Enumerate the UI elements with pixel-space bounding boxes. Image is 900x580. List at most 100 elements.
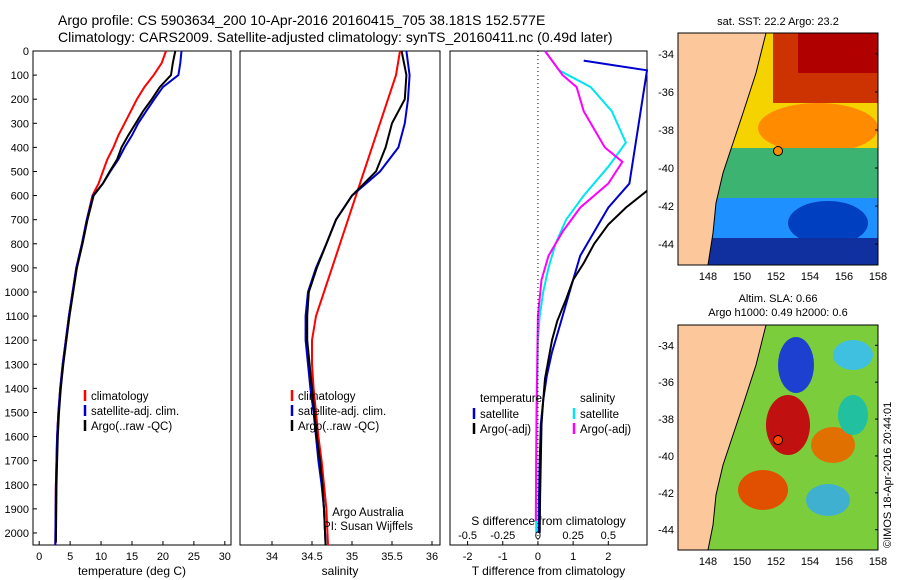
y-tick-label: 1100 bbox=[5, 311, 29, 323]
map-lon-label: 150 bbox=[733, 556, 751, 568]
sla-high-3 bbox=[738, 470, 788, 510]
series-line-climatology bbox=[311, 50, 401, 546]
map-lat-label: -34 bbox=[658, 340, 674, 352]
map-panel-sst bbox=[677, 32, 879, 266]
x-tick-label: 1 bbox=[570, 551, 576, 563]
x-tick-label: 34 bbox=[266, 551, 278, 563]
map-frame bbox=[677, 324, 879, 551]
x2-tick-label: 0.25 bbox=[562, 530, 583, 542]
y-tick-label: 1200 bbox=[5, 335, 29, 347]
sst-orange-region bbox=[758, 103, 878, 153]
map-lon-label: 158 bbox=[869, 271, 887, 283]
land-mass bbox=[678, 33, 767, 265]
x-tick-label: 2 bbox=[605, 551, 611, 563]
x2-tick-label: 0 bbox=[535, 530, 541, 542]
map-lat-label: -42 bbox=[658, 201, 674, 213]
x-axis-label: temperature (deg C) bbox=[78, 564, 186, 578]
legend-label: satellite-adj. clim. bbox=[91, 406, 179, 418]
legend-label: satellite bbox=[580, 409, 619, 421]
map-lat-label: -38 bbox=[658, 414, 674, 426]
map-lon-label: 154 bbox=[801, 271, 819, 283]
map-panel-sla bbox=[677, 324, 879, 551]
x-tick-label: 34.5 bbox=[301, 551, 322, 563]
map-lat-label: -36 bbox=[658, 87, 674, 99]
map-title-line1: Altim. SLA: 0.66 bbox=[739, 293, 818, 305]
legend-label: Argo(-adj) bbox=[580, 424, 631, 436]
sla-low-4 bbox=[838, 395, 868, 435]
y-tick-label: 1600 bbox=[5, 432, 29, 444]
x-tick-label: 35 bbox=[346, 551, 358, 563]
x-tick-label: 30 bbox=[219, 551, 231, 563]
map-lon-label: 156 bbox=[835, 556, 853, 568]
annotation-label: Argo Australia bbox=[332, 507, 404, 519]
sla-low-2 bbox=[833, 340, 873, 370]
x2-tick-label: 0.5 bbox=[601, 530, 616, 542]
x-tick-label: -2 bbox=[463, 551, 473, 563]
y-tick-label: 1300 bbox=[5, 359, 29, 371]
sst-eddy bbox=[788, 201, 868, 245]
sla-high-1 bbox=[766, 395, 810, 455]
credit-label: ©IMOS 18-Apr-2016 20:44:01 bbox=[882, 401, 894, 548]
series-line-argo-raw-qc- bbox=[54, 50, 177, 543]
x-tick-label: 25 bbox=[188, 551, 200, 563]
y-tick-label: 1000 bbox=[5, 287, 29, 299]
map-lon-label: 152 bbox=[767, 271, 785, 283]
map-title-line2: Argo h1000: 0.49 h2000: 0.6 bbox=[708, 307, 847, 319]
sla-high-2 bbox=[811, 427, 855, 463]
map-title: sat. SST: 22.2 Argo: 23.2 bbox=[717, 16, 839, 28]
y-tick-label: 2000 bbox=[5, 528, 29, 540]
y-tick-label: 300 bbox=[11, 118, 29, 130]
map-lat-label: -40 bbox=[658, 163, 674, 175]
x-tick-label: 0 bbox=[36, 551, 42, 563]
x-tick-label: 36 bbox=[426, 551, 438, 563]
map-content bbox=[678, 33, 878, 265]
map-frame bbox=[677, 32, 879, 266]
sla-low-1 bbox=[778, 337, 814, 393]
x2-tick-label: -0.5 bbox=[458, 530, 477, 542]
land-mass bbox=[678, 325, 767, 550]
y-tick-label: 100 bbox=[11, 70, 29, 82]
y-tick-label: 400 bbox=[11, 142, 29, 154]
series-line-argo-raw-qc- bbox=[306, 50, 408, 546]
series-line-s-argo-adj- bbox=[534, 50, 624, 521]
sla-low-3 bbox=[806, 484, 850, 516]
legend-label: climatology bbox=[91, 391, 149, 403]
y-tick-label: 1700 bbox=[5, 456, 29, 468]
y-tick-label: 900 bbox=[11, 263, 29, 275]
x2-axis-label: S difference from climatology bbox=[471, 514, 626, 528]
y-tick-label: 500 bbox=[11, 166, 29, 178]
map-lon-label: 148 bbox=[699, 556, 717, 568]
map-lon-label: 156 bbox=[835, 271, 853, 283]
x-tick-label: 35.5 bbox=[381, 551, 402, 563]
title-line-1: Argo profile: CS 5903634_200 10-Apr-2016… bbox=[58, 12, 546, 28]
legend-label: Argo(-adj) bbox=[480, 424, 531, 436]
plot-frame-temperature bbox=[32, 50, 232, 546]
x-tick-label: 20 bbox=[157, 551, 169, 563]
x-tick-label: 0 bbox=[535, 551, 541, 563]
y-tick-label: 1900 bbox=[5, 504, 29, 516]
map-lat-label: -38 bbox=[658, 125, 674, 137]
plot-frame-salinity bbox=[239, 50, 441, 546]
x-tick-label: 10 bbox=[95, 551, 107, 563]
x-tick-label: 15 bbox=[126, 551, 138, 563]
x-tick-label: 5 bbox=[67, 551, 73, 563]
title-line-2: Climatology: CARS2009. Satellite-adjuste… bbox=[58, 29, 613, 45]
map-lat-label: -44 bbox=[658, 239, 674, 251]
y-tick-label: 700 bbox=[11, 215, 29, 227]
legend-label: Argo(..raw -QC) bbox=[298, 421, 379, 433]
map-lat-label: -42 bbox=[658, 488, 674, 500]
map-lon-label: 154 bbox=[801, 556, 819, 568]
argo-position-marker bbox=[773, 146, 783, 156]
map-lon-label: 158 bbox=[869, 556, 887, 568]
y-tick-label: 1800 bbox=[5, 480, 29, 492]
y-tick-label: 600 bbox=[11, 191, 29, 203]
y-tick-label: 800 bbox=[11, 239, 29, 251]
x-tick-label: -1 bbox=[498, 551, 508, 563]
legend-label: satellite-adj. clim. bbox=[298, 406, 386, 418]
map-content bbox=[678, 325, 878, 550]
x-axis-label: salinity bbox=[322, 564, 359, 578]
annotation-label: PI: Susan Wijffels bbox=[323, 521, 413, 533]
map-lat-label: -44 bbox=[658, 525, 674, 537]
legend-label: Argo(..raw -QC) bbox=[91, 421, 172, 433]
